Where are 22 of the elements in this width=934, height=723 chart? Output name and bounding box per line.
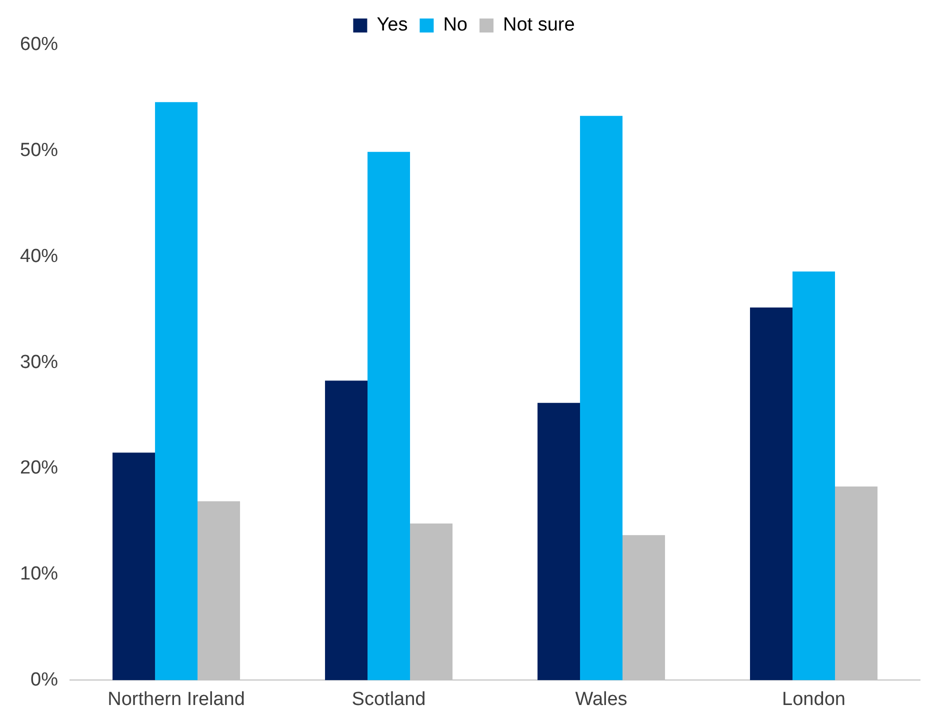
x-tick-label: Scotland: [352, 688, 426, 710]
legend-label: No: [443, 14, 468, 36]
bar: [368, 152, 410, 680]
bar: [325, 380, 368, 680]
bar: [792, 272, 836, 680]
legend-label: Not sure: [502, 14, 575, 36]
x-tick-label: London: [782, 688, 846, 710]
bar: [580, 116, 623, 680]
bar: [155, 102, 198, 680]
bar: [750, 308, 793, 680]
y-tick-label: 20%: [20, 458, 58, 479]
legend-label: Yes: [376, 14, 408, 36]
y-tick-label: 50%: [20, 140, 58, 162]
x-tick-label: Wales: [575, 688, 628, 710]
y-tick-label: 10%: [20, 564, 58, 585]
y-tick-label: 0%: [30, 669, 58, 690]
y-tick-label: 60%: [20, 34, 58, 56]
x-tick-label: Northern Ireland: [108, 688, 245, 710]
y-tick-label: 40%: [20, 246, 58, 267]
y-tick-label: 30%: [20, 352, 58, 373]
bar: [112, 452, 156, 680]
bar: [538, 402, 580, 680]
